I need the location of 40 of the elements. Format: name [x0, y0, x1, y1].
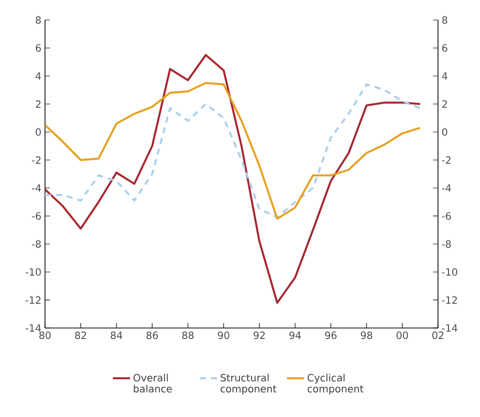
x-tick-label: 92	[254, 332, 265, 340]
x-tick-label: 02	[432, 332, 444, 340]
y2-tick-label: -8	[32, 240, 41, 248]
y2-tick-label: 8	[36, 16, 41, 24]
y2-tick-label: -2	[32, 156, 40, 164]
line-series	[45, 54, 422, 304]
legend-label: Overall balance	[134, 374, 172, 393]
y2-tick-label: 6	[36, 44, 41, 52]
y-tick-label: 0	[442, 128, 448, 136]
x-tick-label: 86	[146, 332, 158, 340]
x-tick-label: 00	[396, 332, 408, 340]
x-tick-label: 82	[75, 332, 86, 340]
x-tick-label: 94	[289, 332, 301, 340]
x-tick-label: 88	[182, 332, 194, 340]
x-tick-label: 98	[360, 332, 372, 340]
y-tick-label: -4	[442, 184, 451, 192]
y2-tick-label: 4	[36, 72, 41, 80]
y-tick-label: -6	[442, 212, 451, 220]
y-tick-label: -8	[442, 240, 451, 248]
y2-tick-label: -10	[26, 268, 41, 276]
y2-tick-label: -14	[26, 324, 41, 332]
y-tick-label: 6	[442, 44, 448, 52]
y2-tick-label: 0	[36, 128, 41, 136]
y-tick-label: -10	[442, 268, 458, 276]
legend-label: Cyclical component	[308, 374, 364, 394]
y2-tick-label: -6	[32, 212, 41, 220]
y-tick-label: 2	[442, 100, 447, 108]
y-tick-label: -12	[442, 296, 457, 304]
x-tick-label: 80	[39, 332, 51, 340]
x-tick-label: 90	[218, 332, 230, 340]
y-tick-label: -2	[442, 156, 451, 164]
x-tick-label: 84	[110, 332, 122, 340]
y-tick-label: 4	[442, 72, 448, 80]
x-tick-label: 96	[325, 332, 337, 340]
legend-label: Structural component	[220, 374, 276, 394]
y-tick-label: 8	[442, 16, 448, 24]
y-tick-label: -14	[442, 324, 458, 332]
y2-tick-label: -12	[26, 296, 40, 304]
y2-tick-label: -4	[32, 184, 41, 192]
y2-tick-label: 2	[36, 100, 40, 108]
